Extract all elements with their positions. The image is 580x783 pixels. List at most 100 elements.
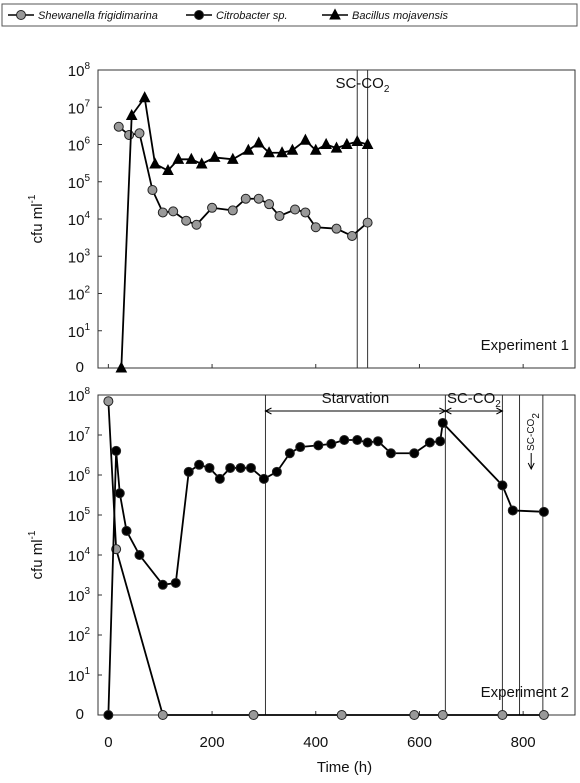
y-axis-title-sup: -1 (27, 530, 38, 539)
circle-marker (204, 462, 215, 473)
triangle-marker (276, 146, 288, 158)
y-tick-label-main: 10 (68, 286, 85, 303)
circle-marker (235, 462, 246, 473)
legend-marker (329, 8, 341, 20)
y-tick-label-main: 10 (68, 137, 85, 154)
x-tick-label: 200 (200, 734, 225, 751)
circle-marker (538, 710, 549, 720)
y-tick-label: 101 (68, 666, 91, 685)
triangle-marker (361, 137, 374, 149)
y-tick-label: 104 (68, 546, 91, 565)
circle-marker (253, 193, 264, 204)
triangle-marker (286, 143, 299, 155)
legend-marker (16, 10, 26, 20)
circle-marker (227, 205, 238, 216)
y-tick-label-main: 10 (68, 588, 85, 605)
y-tick-label-main: 10 (68, 548, 85, 565)
circle-marker (113, 121, 124, 132)
circle-marker (103, 710, 114, 720)
circle-marker (114, 488, 125, 499)
annotation: Starvation (322, 390, 390, 407)
y-tick-label-main: 10 (68, 324, 85, 341)
triangle-marker (299, 133, 312, 145)
circle-marker (134, 550, 145, 560)
arrow-head (496, 407, 504, 415)
y-tick-label: 102 (68, 285, 91, 304)
y-tick-label: 107 (68, 98, 91, 117)
circle-marker (181, 215, 192, 226)
triangle-marker (341, 137, 353, 149)
circle-marker (147, 185, 158, 196)
triangle-marker (138, 91, 151, 103)
triangle-marker (252, 136, 265, 148)
y-tick-label-sup: 2 (84, 626, 90, 637)
y-tick-label-sup: 8 (84, 386, 90, 397)
legend-label: Citrobacter sp. (216, 10, 288, 22)
x-tick-label: 800 (511, 734, 536, 751)
circle-marker (437, 710, 448, 720)
circle-marker (435, 436, 446, 447)
y-tick-label-main: 10 (68, 628, 85, 645)
circle-marker (207, 202, 218, 213)
y-tick-label: 106 (68, 136, 91, 155)
y-tick-label-sup: 1 (84, 322, 90, 333)
circle-marker (497, 710, 508, 720)
y-tick-label-main: 10 (68, 212, 85, 229)
legend-label: Shewanella frigidimarina (38, 10, 158, 22)
circle-marker (372, 436, 383, 447)
circle-marker (290, 204, 301, 215)
circle-marker (194, 459, 205, 470)
circle-marker (170, 577, 181, 588)
circle-marker (225, 462, 236, 473)
legend-box (1, 3, 578, 27)
y-tick-label-main: 10 (68, 100, 85, 117)
circle-marker (437, 417, 448, 428)
circle-marker (347, 230, 358, 241)
circle-marker (409, 710, 420, 720)
y-axis-title-main: cfu ml (29, 203, 46, 243)
triangle-marker (125, 108, 138, 121)
arrow-head (444, 407, 452, 415)
circle-marker (214, 473, 225, 484)
arrow-head (527, 462, 535, 471)
circle-marker (331, 223, 342, 234)
y-tick-label: 103 (68, 586, 91, 605)
circle-marker (183, 466, 194, 477)
annotation-main: SC-CO (526, 418, 537, 450)
y-axis-title: cfu ml-1 (27, 530, 46, 579)
series-line (118, 126, 369, 238)
y-tick-label-sup: 1 (84, 666, 90, 677)
circle-marker (336, 710, 347, 720)
y-tick-label: 0 (76, 706, 84, 723)
circle-marker (157, 710, 168, 720)
triangle-marker (115, 361, 128, 373)
y-tick-label-sup: 7 (84, 426, 90, 437)
x-tick-label: 400 (303, 734, 328, 751)
circle-marker (271, 466, 282, 477)
circle-marker (245, 462, 256, 473)
circle-marker (274, 211, 285, 222)
circle-marker (295, 442, 306, 453)
annotation-main: SC-CO (447, 390, 495, 407)
circle-marker (424, 437, 435, 448)
y-tick-label-main: 10 (68, 63, 85, 80)
y-tick-label: 101 (68, 322, 91, 341)
y-tick-label-main: 10 (68, 388, 85, 405)
triangle-marker (162, 163, 174, 176)
panel-label: Experiment 1 (481, 337, 569, 354)
triangle-marker (195, 157, 208, 169)
y-tick-label: 108 (68, 61, 91, 80)
circle-marker (409, 448, 420, 459)
annotation: SC-CO2 (447, 390, 501, 410)
y-tick-label-sup: 7 (84, 98, 90, 109)
panel-label: Experiment 2 (481, 684, 569, 701)
x-axis-title: Time (h) (317, 759, 372, 776)
circle-marker (103, 396, 114, 407)
triangle-marker (185, 152, 198, 164)
circle-marker (240, 193, 251, 204)
circle-marker (111, 445, 122, 456)
y-axis-title: cfu ml-1 (27, 194, 46, 243)
x-tick-label: 0 (104, 734, 112, 751)
y-tick-label: 108 (68, 386, 91, 405)
